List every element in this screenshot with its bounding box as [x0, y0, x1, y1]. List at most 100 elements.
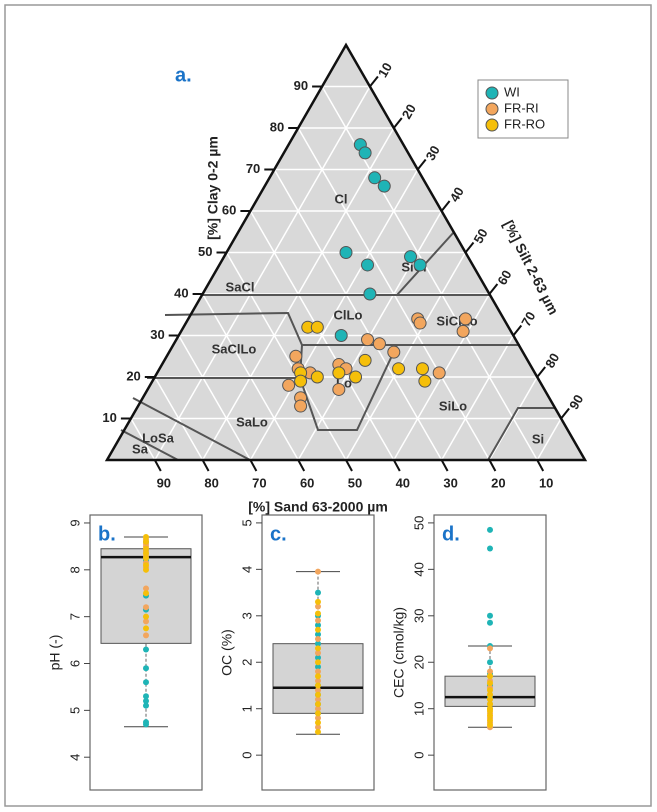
sand-tick-label: 50	[348, 475, 362, 490]
data-point	[315, 659, 321, 666]
data-point	[294, 374, 308, 388]
data-point	[413, 316, 427, 330]
data-point	[315, 622, 321, 629]
box-layer: b. 4 5 6 7 8 9 pH (-) c. 0 1 2 3 4 5 OC (%) d. 0 10 20 30 40 5…	[47, 514, 547, 791]
grid-line	[178, 335, 252, 461]
data-point	[349, 370, 363, 384]
data-point	[487, 645, 493, 652]
texture-class-label: Si	[532, 431, 544, 446]
data-point	[315, 668, 321, 675]
grid-line	[130, 418, 156, 461]
silt-tick-label: 90	[566, 392, 586, 412]
grid-line	[225, 252, 347, 461]
y-tick-label: 4	[67, 754, 82, 761]
clay-tick-label: 20	[126, 368, 140, 383]
data-point	[315, 673, 321, 680]
texture-class-label: SaClLo	[212, 341, 257, 356]
tick-mark	[536, 459, 545, 472]
texture-class-boundaries	[120, 231, 556, 461]
data-point	[315, 636, 321, 643]
data-point	[315, 610, 321, 617]
tick-mark	[392, 459, 401, 472]
data-point	[143, 585, 149, 592]
data-point	[143, 665, 149, 672]
tick-mark	[440, 459, 449, 472]
data-point	[487, 691, 493, 698]
panel-label: d.	[442, 523, 460, 545]
data-point	[143, 632, 149, 639]
panel-label: c.	[270, 523, 287, 545]
data-point	[143, 679, 149, 686]
data-point	[315, 589, 321, 596]
data-point	[315, 682, 321, 689]
data-point	[358, 146, 372, 160]
data-point	[315, 687, 321, 694]
data-point	[487, 687, 493, 694]
tick-mark	[536, 366, 546, 378]
clay-axis-label: [%] Clay 0-2 µm	[205, 136, 221, 240]
clay-tick-label: 30	[150, 327, 164, 342]
panel-label: b.	[98, 523, 116, 545]
data-point	[143, 538, 149, 545]
tick-mark	[560, 407, 570, 420]
data-point	[143, 566, 149, 573]
clay-tick-label: 10	[102, 410, 116, 425]
data-point	[143, 562, 149, 569]
data-point	[487, 526, 493, 533]
texture-class-label: LoSa	[142, 430, 175, 445]
y-tick-label: 4	[239, 566, 254, 573]
data-point	[315, 603, 321, 610]
data-point	[315, 719, 321, 726]
grid-line	[249, 210, 395, 461]
sand-tick-label: 70	[252, 475, 266, 490]
data-point	[282, 378, 296, 392]
data-point	[315, 705, 321, 712]
data-point	[143, 618, 149, 625]
sand-tick-label: 80	[204, 475, 218, 490]
y-tick-label: 9	[67, 519, 82, 526]
data-point	[289, 349, 303, 363]
silt-tick-label: 70	[518, 309, 538, 329]
sand-tick-label: 30	[443, 475, 457, 490]
data-point	[487, 708, 493, 715]
data-point	[143, 646, 149, 653]
data-point	[143, 550, 149, 557]
grid-line	[249, 169, 419, 461]
data-point	[143, 702, 149, 709]
clay-tick-label: 70	[246, 161, 260, 176]
data-point	[143, 590, 149, 597]
data-point	[413, 258, 427, 272]
data-point	[459, 312, 472, 326]
data-point	[487, 612, 493, 619]
tick-mark	[512, 324, 523, 337]
boundary	[299, 344, 398, 431]
data-point	[487, 680, 493, 687]
tick-mark	[369, 75, 379, 88]
data-point	[334, 329, 348, 342]
data-point	[315, 710, 321, 717]
boundary	[487, 407, 556, 461]
silt-tick-label: 60	[494, 267, 514, 287]
texture-class-label: ClLo	[334, 307, 363, 322]
texture-class-label: SaLo	[236, 414, 268, 429]
y-tick-label: 2	[239, 659, 254, 666]
legend-label: FR-RO	[504, 116, 545, 131]
y-tick-label: 3	[239, 612, 254, 619]
legend-swatch	[485, 102, 499, 116]
clay-tick-label: 40	[174, 285, 188, 300]
sand-tick-label: 10	[539, 475, 553, 490]
texture-class-label: Cl	[335, 191, 348, 206]
tick-mark	[488, 459, 497, 472]
data-point	[310, 370, 324, 384]
data-point	[315, 645, 321, 652]
sand-axis-label: [%] Sand 63-2000 µm	[248, 499, 388, 515]
data-point	[487, 721, 493, 728]
y-tick-label: 1	[239, 705, 254, 712]
sand-tick-label: 90	[157, 475, 171, 490]
y-tick-label: 0	[239, 752, 254, 759]
panel-label: a.	[175, 64, 192, 86]
data-point	[332, 366, 346, 380]
sand-tick-label: 20	[491, 475, 505, 490]
y-tick-label: 8	[67, 566, 82, 573]
tick-mark	[249, 459, 258, 472]
